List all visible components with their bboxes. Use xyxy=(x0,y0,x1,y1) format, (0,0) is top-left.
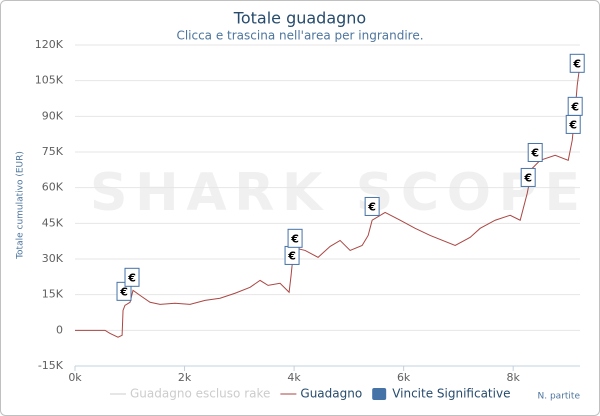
y-tick-label: 0 xyxy=(56,323,63,336)
y-tick-label: 60K xyxy=(42,181,64,194)
flag: € xyxy=(364,196,380,216)
flag-label: € xyxy=(367,200,376,213)
y-tick-label: 45K xyxy=(42,216,64,229)
flag-box xyxy=(527,142,543,162)
y-tick-label: 30K xyxy=(42,252,64,265)
x-tick-label: 2k xyxy=(178,371,192,384)
y-tick-label: 15K xyxy=(42,288,64,301)
flag-box xyxy=(520,167,536,187)
flag-box xyxy=(124,267,140,287)
watermark: SHARK SCOPE xyxy=(90,163,580,223)
line-series xyxy=(75,70,580,338)
flag: € xyxy=(520,167,536,187)
flag-label: € xyxy=(572,57,581,70)
legend-swatch xyxy=(372,388,387,400)
legend-label: Vincite Significative xyxy=(392,387,510,401)
legend-label: Guadagno escluso rake xyxy=(130,387,270,401)
flag-label: € xyxy=(287,249,296,262)
flag: € xyxy=(284,245,300,265)
legend-label: Guadagno xyxy=(300,387,362,401)
flag: € xyxy=(569,53,585,73)
flag: € xyxy=(287,228,303,248)
x-tick-label: 0k xyxy=(68,371,82,384)
y-tick-label: 120K xyxy=(35,38,64,51)
x-axis-label: N. partite xyxy=(538,392,581,402)
y-tick-label: -15K xyxy=(38,359,64,372)
flag-label: € xyxy=(530,146,539,159)
y-tick-label: 75K xyxy=(42,145,64,158)
flag: € xyxy=(567,96,583,116)
y-axis-label: Totale cumulativo (EUR) xyxy=(16,151,26,260)
flag-box xyxy=(116,281,132,301)
flag: € xyxy=(116,281,132,301)
x-tick-label: 8k xyxy=(506,371,520,384)
flag-box xyxy=(364,196,380,216)
flag-label: € xyxy=(570,100,579,113)
flag-box xyxy=(569,53,585,73)
flag-label: € xyxy=(127,271,136,284)
flag: € xyxy=(124,267,140,287)
y-tick-label: 90K xyxy=(42,109,64,122)
flag-box xyxy=(287,228,303,248)
y-tick-label: 105K xyxy=(35,74,64,87)
flag-box xyxy=(567,96,583,116)
chart-title: Totale guadagno xyxy=(233,9,366,28)
flag: € xyxy=(565,114,581,134)
legend-item[interactable]: Vincite Significative xyxy=(372,387,510,401)
x-tick-label: 6k xyxy=(397,371,411,384)
chart-subtitle: Clicca e trascina nell'area per ingrandi… xyxy=(176,29,423,43)
flag-label: € xyxy=(290,232,299,245)
legend-item[interactable]: Guadagno escluso rake xyxy=(110,387,270,401)
flag-label: € xyxy=(568,118,577,131)
flag-label: € xyxy=(119,285,128,298)
legend-item[interactable]: Guadagno xyxy=(280,387,362,401)
x-tick-label: 4k xyxy=(287,371,301,384)
flag-label: € xyxy=(523,171,532,184)
flag: € xyxy=(527,142,543,162)
